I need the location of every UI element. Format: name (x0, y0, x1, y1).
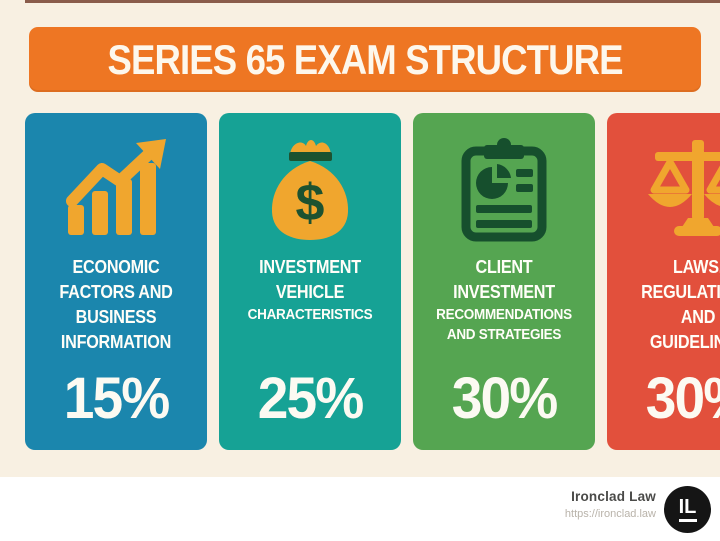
card-percent: 30% (645, 366, 720, 431)
money-bag-icon: $ (260, 129, 360, 249)
card-laws-regulations: LAWS, REGULATIONS AND GUIDELINES 30% (607, 113, 720, 450)
brand-block: Ironclad Law https://ironclad.law (565, 489, 656, 520)
card-title: CLIENT INVESTMENT (453, 257, 555, 302)
card-percent: 30% (451, 366, 558, 431)
card-title: LAWS, REGULATIONS AND GUIDELINES (641, 257, 720, 352)
header-bar: SERIES 65 EXAM STRUCTURE (29, 27, 701, 92)
card-percent: 25% (257, 366, 364, 431)
top-edge-line (25, 0, 720, 3)
brand-name: Ironclad Law (571, 489, 656, 504)
card-client-investment: CLIENT INVESTMENT RECOMMENDATIONS AND ST… (413, 113, 595, 450)
poster-background: SERIES 65 EXAM STRUCTURE ECONOMIC FACTOR… (0, 0, 720, 477)
logo-underline (678, 519, 697, 522)
card-subtitle: CHARACTERISTICS (247, 307, 373, 323)
brand-url: https://ironclad.law (564, 508, 656, 520)
logo-letters: IL (678, 496, 697, 518)
card-economic-factors: ECONOMIC FACTORS AND BUSINESS INFORMATIO… (25, 113, 207, 450)
card-subtitle: RECOMMENDATIONS AND STRATEGIES (436, 307, 572, 343)
exam-section-cards: ECONOMIC FACTORS AND BUSINESS INFORMATIO… (25, 113, 720, 450)
card-percent: 15% (63, 366, 170, 431)
card-title: INVESTMENT VEHICLE (259, 257, 361, 302)
bar-chart-growth-icon (64, 129, 168, 249)
page-title: SERIES 65 EXAM STRUCTURE (107, 35, 623, 83)
scales-of-justice-icon (642, 129, 720, 249)
card-title: ECONOMIC FACTORS AND BUSINESS INFORMATIO… (59, 257, 173, 352)
footer: Ironclad Law https://ironclad.law IL (0, 477, 720, 541)
card-investment-vehicle: $ INVESTMENT VEHICLE CHARACTERISTICS 25% (219, 113, 401, 450)
svg-text:$: $ (296, 174, 325, 232)
ironclad-law-logo: IL (664, 486, 711, 533)
clipboard-chart-icon (454, 129, 554, 249)
